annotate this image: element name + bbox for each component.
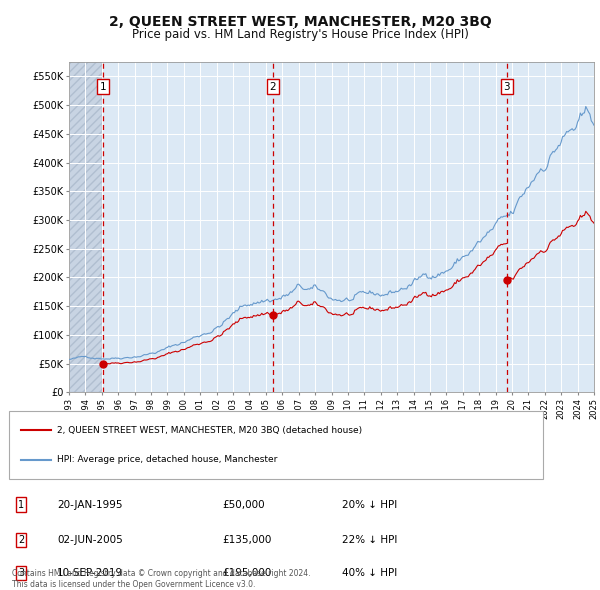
Text: 20-JAN-1995: 20-JAN-1995: [57, 500, 122, 510]
Text: £135,000: £135,000: [222, 535, 271, 545]
Text: 2, QUEEN STREET WEST, MANCHESTER, M20 3BQ: 2, QUEEN STREET WEST, MANCHESTER, M20 3B…: [109, 15, 491, 29]
Text: 3: 3: [18, 568, 24, 578]
Text: £195,000: £195,000: [222, 568, 271, 578]
Text: HPI: Average price, detached house, Manchester: HPI: Average price, detached house, Manc…: [57, 455, 277, 464]
Text: 20% ↓ HPI: 20% ↓ HPI: [342, 500, 397, 510]
Text: Price paid vs. HM Land Registry's House Price Index (HPI): Price paid vs. HM Land Registry's House …: [131, 28, 469, 41]
Text: 3: 3: [503, 82, 510, 91]
Text: 1: 1: [18, 500, 24, 510]
Text: Contains HM Land Registry data © Crown copyright and database right 2024.
This d: Contains HM Land Registry data © Crown c…: [12, 569, 311, 589]
Text: 02-JUN-2005: 02-JUN-2005: [57, 535, 123, 545]
Text: 10-SEP-2019: 10-SEP-2019: [57, 568, 123, 578]
Bar: [69, 62, 102, 392]
Text: 1: 1: [100, 82, 106, 91]
FancyBboxPatch shape: [9, 411, 543, 480]
Text: 2: 2: [18, 535, 24, 545]
Text: 2, QUEEN STREET WEST, MANCHESTER, M20 3BQ (detached house): 2, QUEEN STREET WEST, MANCHESTER, M20 3B…: [57, 426, 362, 435]
Text: £50,000: £50,000: [222, 500, 265, 510]
Text: 22% ↓ HPI: 22% ↓ HPI: [342, 535, 397, 545]
Text: 2: 2: [269, 82, 276, 91]
Text: 40% ↓ HPI: 40% ↓ HPI: [342, 568, 397, 578]
